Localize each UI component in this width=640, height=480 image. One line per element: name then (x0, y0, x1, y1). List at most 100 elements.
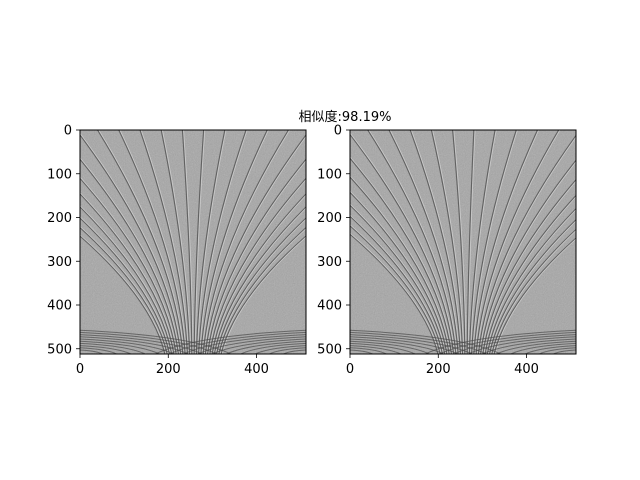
texture-image (80, 130, 306, 354)
ridge-dark (466, 130, 475, 354)
ridge-dark (350, 157, 452, 354)
ridge-dark (350, 204, 446, 354)
ridge-arc-right (452, 334, 576, 354)
ridge-dark (200, 130, 268, 354)
y-tick-label: 100 (317, 167, 342, 182)
ridge-light (217, 218, 306, 354)
ridge-dark (139, 130, 188, 354)
ridge-light (80, 192, 176, 354)
ridge-dark (96, 130, 184, 354)
ridge-light (194, 130, 206, 354)
ridge-dark (80, 217, 170, 354)
ridge-light (350, 224, 442, 354)
ridge-light (161, 130, 192, 354)
x-tick-label: 0 (346, 362, 354, 377)
y-tick-label: 400 (317, 299, 342, 314)
ridge-arc-left (80, 349, 104, 354)
ridge-arc-left (350, 349, 374, 354)
ridge-light (453, 130, 467, 354)
ridge-light (490, 220, 576, 354)
ridge-dark (209, 177, 306, 354)
ridge-light (222, 236, 306, 354)
ridge-dark (218, 226, 306, 354)
ridge-arc-left (350, 342, 417, 354)
ridge-light (472, 130, 518, 354)
ridge-light (350, 156, 453, 354)
ridge-dark (181, 130, 193, 354)
ridge-dark (367, 130, 457, 354)
ridge-light (474, 130, 540, 354)
ridge-light (350, 203, 447, 354)
ridge-arc-right (509, 342, 576, 354)
ridge-light (80, 176, 178, 354)
ridge-light (350, 214, 444, 354)
ridge-dark (80, 235, 166, 354)
ridge-dark (350, 233, 439, 354)
ridge-arc-right (282, 349, 306, 354)
ridge-light (467, 130, 476, 354)
x-tick-label: 0 (76, 362, 84, 377)
ridge-arc-left (80, 334, 204, 354)
ridge-arc-left (350, 345, 402, 354)
ridge-arc-right (254, 345, 306, 354)
ridge-dark (213, 206, 306, 354)
ridge-dark (452, 130, 466, 354)
y-tick-label: 200 (317, 211, 342, 226)
ridge-dark (473, 130, 539, 354)
y-tick-label: 100 (47, 167, 72, 182)
ridge-light (140, 130, 189, 354)
ridge-dark (430, 130, 464, 354)
ridge-dark (195, 130, 226, 354)
ridge-arc-left (80, 347, 118, 354)
ridge-arc-right (268, 347, 306, 354)
ridge-dark (477, 134, 576, 354)
ridge-light (350, 232, 440, 354)
axes-frame (349, 129, 577, 355)
figure-title: 相似度:98.19% (299, 109, 392, 125)
ridge-dark (350, 215, 443, 354)
ridge-dark (202, 130, 290, 354)
ridge-light (212, 194, 306, 354)
ridge-dark (80, 177, 177, 354)
ridge-light (492, 230, 576, 354)
ridge-dark (350, 133, 455, 354)
ridge-light (98, 130, 185, 354)
ridge-light (199, 130, 248, 354)
y-tick-label: 300 (317, 255, 342, 270)
ridge-light (410, 130, 462, 354)
ridge-dark (486, 207, 576, 354)
y-tick-label: 200 (47, 211, 72, 226)
ridge-arc-right (239, 342, 306, 354)
ridge-arc-right (182, 334, 306, 354)
ridge-dark (468, 130, 496, 354)
ridge-dark (482, 178, 576, 354)
texture-image (350, 130, 576, 354)
ridge-arc-right (552, 349, 576, 354)
ridge-arc-left (350, 329, 502, 354)
ridge-light (80, 225, 169, 354)
ridge-light (432, 130, 465, 354)
ridge-light (485, 196, 576, 354)
ridge-light (197, 130, 227, 354)
x-tick-label: 400 (244, 362, 269, 377)
ridge-light (479, 136, 576, 354)
y-tick-label: 400 (47, 299, 72, 314)
ridge-arc-left (80, 329, 232, 354)
ridge-light (488, 209, 576, 354)
ridge-dark (491, 228, 576, 354)
ridge-light (210, 179, 306, 354)
ridge-light (470, 130, 497, 354)
ridge-dark (471, 130, 517, 354)
ridge-dark (350, 225, 441, 354)
x-tick-label: 200 (426, 362, 451, 377)
axes-frame (79, 129, 307, 355)
ridge-light (80, 132, 183, 354)
y-tick-label: 300 (47, 255, 72, 270)
ridge-dark (388, 130, 459, 354)
ridge-arc-right (424, 329, 576, 354)
ridge-dark (409, 130, 461, 354)
ridge-light (350, 175, 451, 354)
y-tick-label: 500 (47, 342, 72, 357)
ridge-light (389, 130, 460, 354)
